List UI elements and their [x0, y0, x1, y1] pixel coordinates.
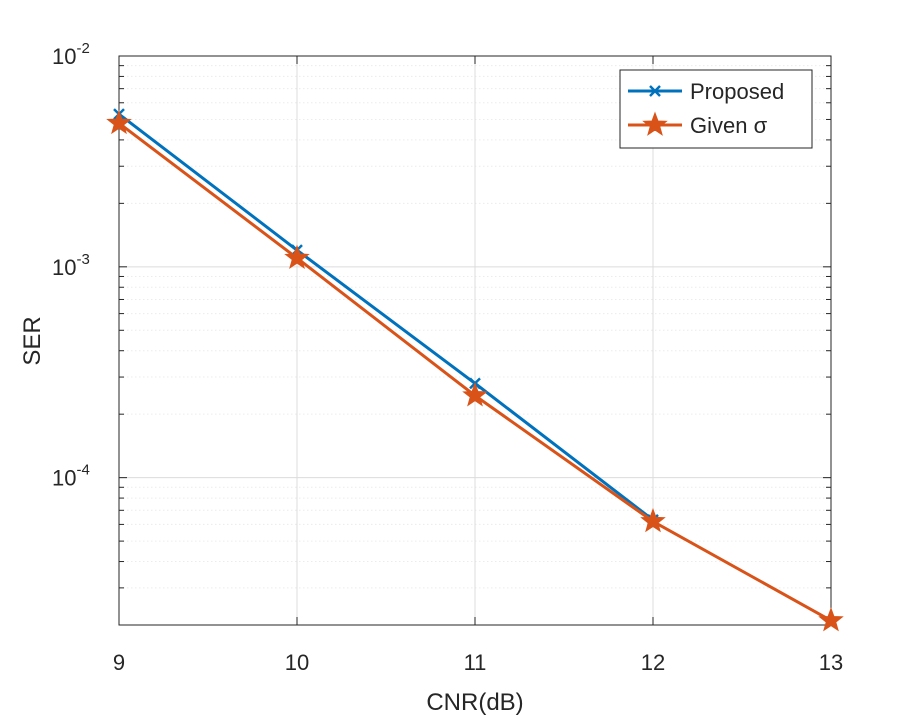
series-0-line: [118, 112, 654, 522]
y-tick-label: 10-4: [52, 462, 90, 491]
series-1-point: [106, 109, 132, 135]
legend-label: Proposed: [690, 79, 784, 104]
y-tick-base: 10: [52, 466, 76, 491]
legend-swatch-marker: [649, 85, 661, 97]
x-tick-label: 10: [285, 650, 309, 675]
legend[interactable]: Proposed Given σ: [619, 69, 813, 149]
series-1-point: [640, 507, 666, 533]
y-tick-base: 10: [52, 255, 76, 280]
series-1-point: [284, 244, 310, 269]
series-1-point: [818, 607, 844, 632]
x-tick-label: 11: [464, 650, 487, 675]
y-tick-exponent: -3: [76, 251, 89, 268]
y-tick-base: 10: [52, 44, 76, 69]
y-tick-label: 10-2: [52, 40, 90, 69]
y-axis-label: SER: [19, 316, 46, 365]
y-tick-labels: 10-410-310-2: [52, 40, 90, 491]
x-tick-label: 13: [819, 650, 843, 675]
y-tick-label: 10-3: [52, 251, 90, 280]
series-1-point: [462, 382, 488, 407]
y-tick-exponent: -2: [76, 40, 89, 57]
x-marker-stroke: [649, 85, 661, 97]
x-tick-labels: 9 10 11 12 13: [113, 650, 843, 675]
x-axis-label: CNR(dB): [426, 689, 523, 716]
legend-box: [619, 69, 813, 149]
y-tick-exponent: -4: [76, 462, 89, 479]
x-tick-label: 9: [113, 650, 125, 675]
legend-label: Given σ: [690, 113, 768, 138]
legend-swatch-marker: [642, 111, 668, 136]
x-tick-label: 12: [641, 650, 665, 675]
axis-ticks: [118, 55, 832, 625]
series-group: [106, 108, 844, 632]
